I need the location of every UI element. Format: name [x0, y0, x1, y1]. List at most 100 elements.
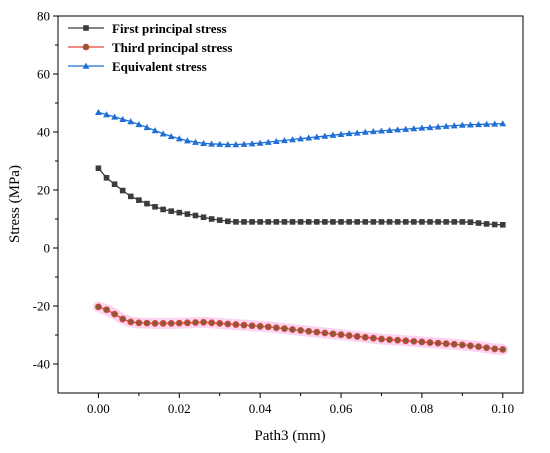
third-principal-point — [434, 339, 442, 347]
first-principal-point — [297, 219, 304, 225]
first-principal-point — [144, 200, 150, 207]
third-principal-point — [386, 336, 393, 344]
third-principal-point — [264, 323, 272, 331]
third-principal-point — [256, 322, 264, 330]
first-principal-point — [233, 219, 239, 225]
first-principal-point — [249, 219, 255, 225]
equivalent-point — [402, 125, 410, 132]
third-principal-point — [491, 345, 499, 353]
first-principal-point — [419, 219, 425, 225]
first-principal-point — [362, 219, 369, 225]
y-tick-label: 80 — [37, 9, 50, 24]
y-tick-label: 0 — [44, 241, 51, 256]
equivalent-point — [289, 136, 296, 143]
first-principal-point — [168, 208, 175, 214]
y-tick-label: 60 — [37, 67, 50, 82]
axis-ticks: 0.00 0.02 0.04 0.06 0.08 0.10 -40 -20 0 20 40 60 80 — [33, 9, 515, 417]
third-principal-point — [95, 303, 102, 311]
first-principal-point — [491, 221, 498, 228]
equivalent-point — [450, 122, 458, 129]
x-tick-label: 0.04 — [249, 401, 272, 416]
equivalent-point — [192, 138, 199, 145]
equivalent-point — [208, 140, 216, 147]
third-principal-point — [378, 335, 385, 343]
third-principal-point — [208, 319, 216, 327]
equivalent-point — [151, 127, 159, 134]
equivalent-point — [467, 121, 474, 128]
third-principal-point — [442, 340, 450, 348]
first-principal-point — [192, 212, 199, 219]
first-principal-point — [257, 219, 263, 225]
first-principal-point — [95, 165, 102, 172]
equivalent-point — [305, 134, 313, 141]
third-principal-point — [426, 339, 434, 346]
first-principal-point — [216, 217, 223, 223]
first-principal-point — [289, 219, 296, 225]
x-tick-label: 0.08 — [411, 401, 434, 416]
third-principal-point — [151, 319, 159, 327]
equivalent-point — [378, 127, 385, 134]
first-principal-point — [305, 219, 312, 225]
first-principal-point — [103, 175, 110, 181]
third-principal-point — [224, 320, 232, 328]
first-principal-point — [265, 219, 272, 225]
y-axis-title: Stress (MPa) — [7, 165, 23, 243]
third-principal-point — [272, 324, 280, 332]
third-principal-point — [483, 344, 491, 352]
equivalent-point — [434, 123, 442, 130]
third-principal-point — [119, 315, 127, 323]
equivalent-point — [321, 132, 329, 139]
third-principal-point — [418, 338, 426, 346]
third-principal-point — [127, 318, 135, 326]
equivalent-point — [216, 140, 224, 147]
first-principal-point — [127, 193, 134, 200]
legend-marker-equivalent — [82, 62, 90, 69]
x-axis-title: Path3 (mm) — [254, 428, 325, 444]
equivalent-point — [248, 140, 256, 147]
first-principal-point — [346, 219, 352, 225]
equivalent-point — [410, 125, 418, 132]
third-principal-point — [361, 333, 369, 341]
first-principal-point — [386, 219, 393, 225]
third-principal-point — [240, 321, 248, 329]
legend-label-equivalent: Equivalent stress — [112, 59, 207, 74]
third-principal-point — [248, 322, 256, 330]
equivalent-point — [135, 121, 143, 128]
first-principal-point — [427, 219, 433, 225]
legend-label-first: First principal stress — [112, 21, 227, 36]
first-principal-point — [152, 204, 158, 210]
first-principal-point — [176, 209, 183, 216]
third-principal-point — [183, 319, 191, 327]
first-principal-point — [459, 219, 466, 225]
equivalent-point — [127, 118, 135, 125]
third-principal-point — [369, 334, 377, 342]
equivalent-point — [337, 130, 345, 138]
y-tick-label: 40 — [37, 125, 50, 140]
third-principal-point — [475, 343, 482, 351]
equivalent-point — [345, 130, 353, 137]
first-principal-point — [451, 219, 458, 225]
third-principal-point — [450, 340, 458, 348]
equivalent-point — [272, 137, 280, 144]
equivalent-point — [95, 108, 102, 115]
first-principal-point — [313, 219, 320, 225]
equivalent-point — [256, 139, 264, 146]
first-principal-point — [394, 219, 401, 225]
third-principal-point — [329, 330, 337, 338]
equivalent-point — [119, 115, 127, 122]
series-layer — [95, 108, 507, 353]
equivalent-point — [111, 113, 119, 120]
first-principal-point — [370, 219, 377, 225]
equivalent-point — [281, 137, 288, 144]
third-principal-point — [467, 342, 474, 350]
first-principal-series — [95, 165, 506, 228]
first-principal-point — [160, 206, 166, 213]
equivalent-point — [353, 129, 361, 136]
equivalent-point — [361, 128, 369, 135]
equivalent-point — [426, 123, 434, 131]
equivalent-point — [418, 124, 426, 131]
third-principal-point — [200, 318, 207, 326]
legend-marker-third-principal — [82, 43, 90, 51]
first-principal-point — [322, 219, 328, 225]
